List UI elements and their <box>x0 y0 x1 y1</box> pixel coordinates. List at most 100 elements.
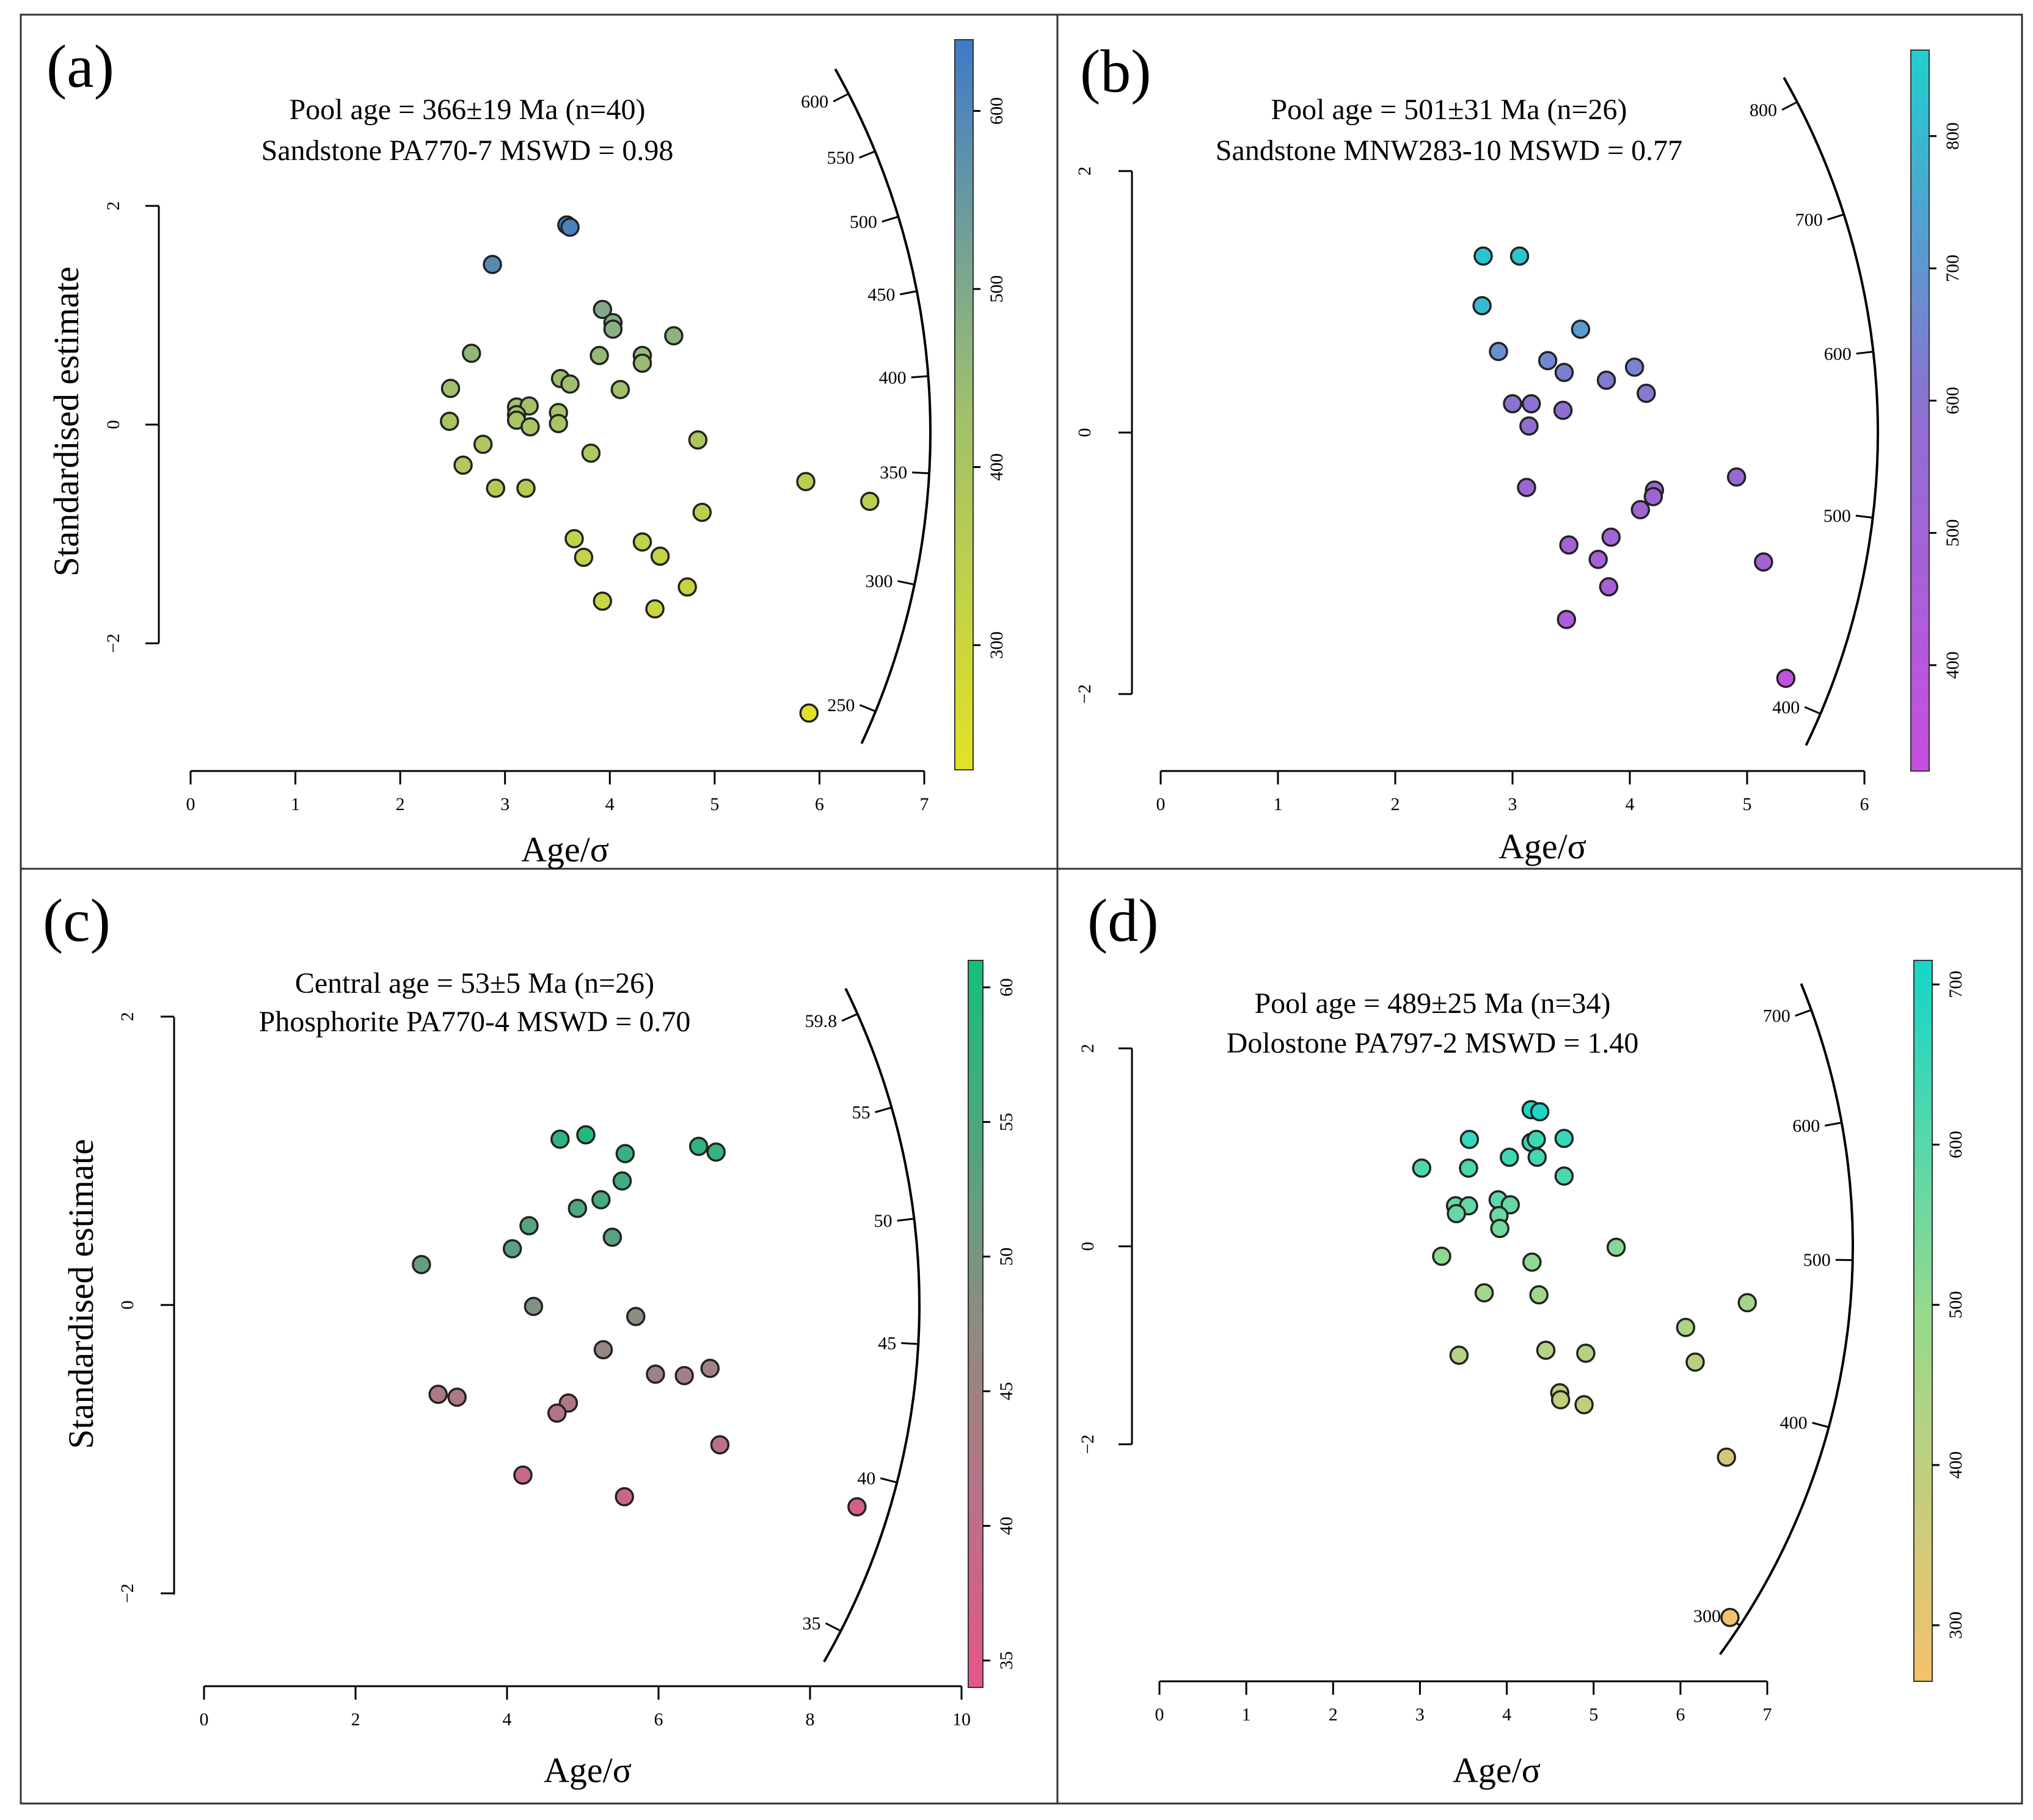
colorbar-tick-label: 60 <box>996 978 1016 996</box>
colorbar-tick-label: 55 <box>996 1113 1016 1131</box>
data-points <box>440 215 880 723</box>
colorbar-tick-label: 40 <box>996 1517 1016 1535</box>
data-point <box>447 1387 467 1407</box>
colorbar: 400 500 600 700 800 <box>1910 49 1963 772</box>
data-point <box>1554 1128 1574 1149</box>
data-point <box>549 414 568 433</box>
panel-label: (d) <box>1087 886 1159 954</box>
y-tick-label: −2 <box>103 634 123 653</box>
data-point <box>1474 1283 1494 1303</box>
y-tick-label: 2 <box>1075 167 1095 176</box>
data-point <box>1737 1293 1757 1313</box>
data-point <box>799 703 819 723</box>
data-point <box>1754 552 1773 572</box>
data-point <box>412 1255 431 1274</box>
data-point <box>1574 1395 1594 1414</box>
y-tick-label: 0 <box>103 420 123 429</box>
data-point <box>524 1296 544 1317</box>
radial-tick-mark <box>880 1477 897 1483</box>
data-point <box>593 591 613 611</box>
data-point <box>576 1125 596 1145</box>
data-point <box>1529 1285 1549 1305</box>
data-point <box>796 472 816 492</box>
data-point <box>1606 1237 1626 1257</box>
data-point <box>564 528 584 549</box>
panel-label: (a) <box>46 32 114 100</box>
data-point <box>453 455 473 475</box>
y-tick-label: 0 <box>117 1301 137 1310</box>
y-tick-label: −2 <box>1078 1434 1098 1454</box>
y-ticks: 2 0 −2 <box>1075 167 1133 704</box>
data-point <box>1447 1204 1466 1224</box>
x-tick-label: 3 <box>500 794 509 814</box>
x-tick-label: 2 <box>1329 1705 1338 1725</box>
radial-tick-label: 50 <box>874 1211 892 1231</box>
radial-tick-label: 300 <box>1693 1606 1721 1626</box>
x-tick-label: 6 <box>1676 1705 1685 1725</box>
radial-age-arc <box>823 988 921 1662</box>
panel-label: (b) <box>1080 37 1152 105</box>
data-point <box>674 1365 694 1386</box>
data-point <box>602 1227 622 1247</box>
x-tick-label: 0 <box>1155 1705 1164 1725</box>
data-point <box>1550 1390 1571 1409</box>
x-tick-label: 1 <box>1274 794 1283 814</box>
radial-tick-label: 300 <box>866 571 893 591</box>
data-point <box>1559 535 1579 555</box>
data-point <box>1601 527 1621 547</box>
data-point <box>513 1465 533 1485</box>
x-tick-label: 0 <box>200 1709 209 1730</box>
data-point <box>589 346 609 365</box>
x-tick-label: 3 <box>1508 794 1517 814</box>
data-point <box>1412 1158 1432 1178</box>
x-ticks: 0 2 4 6 8 10 <box>200 1685 971 1730</box>
data-point <box>1726 467 1746 487</box>
data-point <box>615 1487 634 1507</box>
radial-tick-label: 600 <box>801 92 828 112</box>
data-point <box>1571 320 1591 339</box>
colorbar-tick-label: 500 <box>987 276 1007 303</box>
x-axis-title: Age/σ <box>521 830 609 869</box>
x-ticks: 0 1 2 3 4 5 6 7 <box>186 770 929 814</box>
y-ticks: 2 0 −2 <box>103 202 160 653</box>
radial-tick-mark <box>1824 1122 1842 1127</box>
colorbar-scale <box>954 39 974 770</box>
data-point <box>1489 342 1508 362</box>
data-point <box>1459 1130 1480 1149</box>
y-tick-label: −2 <box>117 1584 137 1603</box>
radial-tick-label: 59.8 <box>805 1011 838 1031</box>
x-tick-label: 4 <box>503 1709 512 1730</box>
chart-title-line-1: Pool age = 501±31 Ma (n=26) <box>1271 93 1627 126</box>
radial-tick-mark <box>881 216 899 223</box>
data-point <box>1643 487 1663 506</box>
chart-title-line-2: Sandstone PA770-7 MSWD = 0.98 <box>261 134 674 167</box>
y-tick-label: 2 <box>117 1012 137 1021</box>
data-point <box>1432 1246 1451 1266</box>
data-point <box>1588 549 1608 569</box>
y-tick-label: 0 <box>1075 428 1095 437</box>
x-tick-label: 5 <box>1589 1705 1598 1725</box>
colorbar-tick-label: 600 <box>987 97 1007 125</box>
radial-tick-label: 400 <box>879 368 907 388</box>
colorbar-tick-label: 400 <box>987 453 1007 481</box>
radial-tick-label: 800 <box>1750 100 1777 120</box>
data-point <box>650 546 670 566</box>
x-tick-label: 1 <box>1242 1705 1251 1725</box>
y-ticks: 2 0 −2 <box>117 1012 175 1603</box>
radial-tick-label: 55 <box>852 1103 871 1123</box>
x-ticks: 0 1 2 3 4 5 6 7 <box>1155 1680 1772 1725</box>
data-point <box>632 353 652 373</box>
data-point <box>692 502 712 522</box>
data-point <box>428 1384 448 1405</box>
colorbar-tick-label: 500 <box>1946 1291 1966 1318</box>
data-point <box>440 379 461 398</box>
data-point <box>502 1239 522 1259</box>
data-point <box>677 577 697 597</box>
radial-tick-mark <box>1804 706 1821 715</box>
radial-scale: 250 300 350 400 450 500 550 600 <box>801 68 932 744</box>
data-point <box>568 1199 588 1218</box>
data-point <box>1599 577 1619 597</box>
x-tick-label: 0 <box>186 794 195 814</box>
colorbar-tick-label: 300 <box>987 631 1007 659</box>
